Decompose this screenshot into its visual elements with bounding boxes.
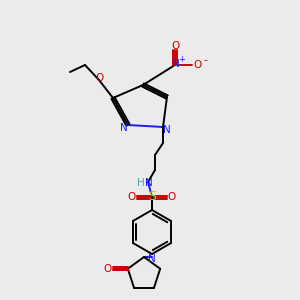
Text: S: S — [148, 190, 156, 203]
Text: O: O — [128, 192, 136, 202]
Text: N: N — [120, 123, 128, 133]
Text: +: + — [178, 55, 185, 64]
Text: N: N — [148, 254, 156, 264]
Text: O: O — [95, 73, 103, 83]
Text: -: - — [203, 55, 207, 65]
Text: N: N — [145, 178, 153, 188]
Text: O: O — [193, 60, 201, 70]
Text: N: N — [172, 59, 180, 69]
Text: O: O — [168, 192, 176, 202]
Text: N: N — [163, 125, 171, 135]
Text: O: O — [104, 264, 112, 274]
Text: H: H — [137, 178, 145, 188]
Text: O: O — [171, 41, 179, 51]
